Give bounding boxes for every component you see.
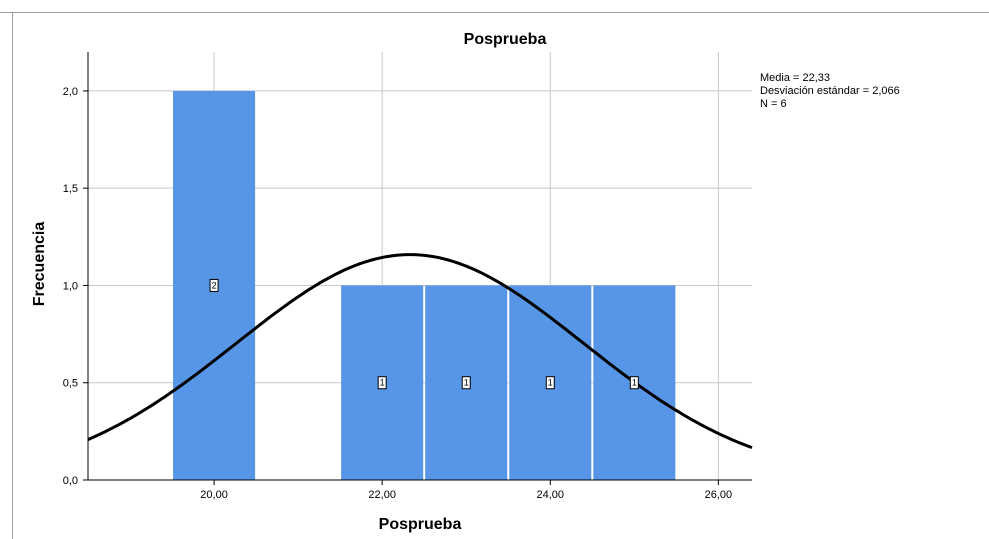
stat-std-dev: Desviación estándar = 2,066 [760,85,900,97]
y-tick-labels: 0,0 0,5 1,0 1,5 2,0 [63,86,78,487]
bar-count-label: 1 [632,378,637,388]
stats-legend: Media = 22,33 Desviación estándar = 2,06… [760,72,900,110]
bar-label-box [461,376,471,390]
normal-curve-line [87,253,753,450]
bar-label-box [545,376,555,390]
bar-label-box [377,376,387,390]
bar-count-label: 1 [464,378,469,388]
y-tick-label: 0,5 [63,378,78,390]
chart-title: Posprueba [464,31,547,48]
y-tick-label: 1,0 [63,280,78,292]
x-tick-label: 20,00 [200,489,228,501]
x-tick-label: 22,00 [368,489,396,501]
x-tick-label: 26,00 [705,489,733,501]
stat-mean: Media = 22,33 [760,72,830,84]
axes [83,52,752,485]
y-tick-label: 2,0 [63,86,78,98]
x-axis-title: Posprueba [379,516,462,533]
stat-n: N = 6 [760,98,787,110]
bar-labels: 2 1 1 1 1 [209,278,639,390]
bar-label-box [629,376,639,390]
normal-curve [87,253,753,450]
y-tick-label: 0,0 [63,475,78,487]
y-axis-title: Frecuencia [31,222,48,307]
bar-label-box [209,278,219,292]
bar-count-label: 1 [380,378,385,388]
bar-count-label: 1 [548,378,553,388]
bar-count-label: 2 [212,280,217,290]
x-tick-label: 24,00 [537,489,565,501]
y-tick-label: 1,5 [63,183,78,195]
x-tick-labels: 20,00 22,00 24,00 26,00 [200,489,732,501]
